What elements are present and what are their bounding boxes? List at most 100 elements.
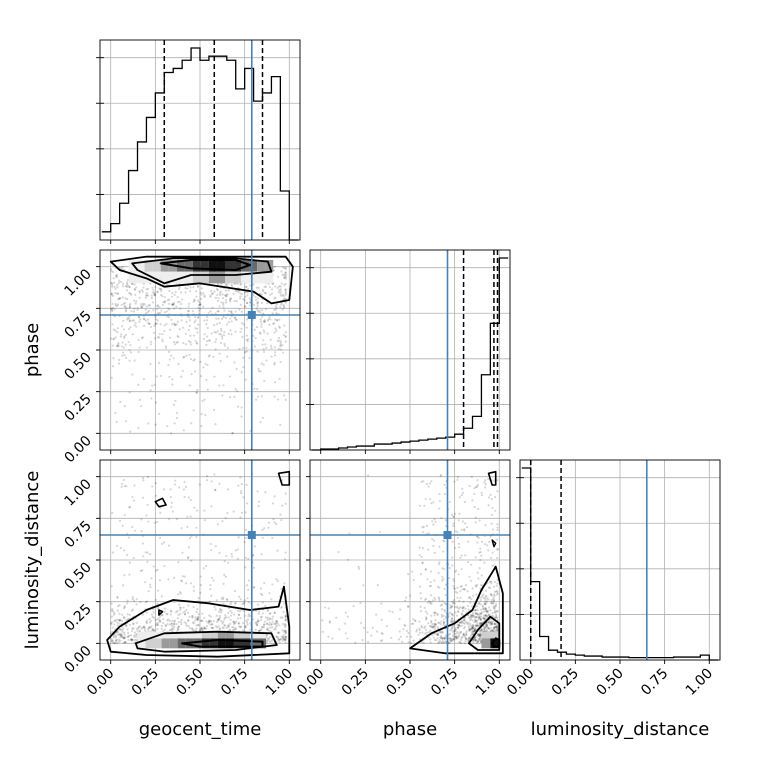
sample-point: [459, 638, 463, 642]
sample-point: [461, 606, 464, 609]
sample-point: [121, 630, 124, 633]
sample-point: [269, 635, 272, 639]
sample-point: [366, 640, 370, 643]
sample-point: [492, 585, 496, 588]
sample-point: [488, 614, 491, 617]
sample-point: [279, 342, 282, 345]
sample-point: [321, 630, 325, 633]
sample-point: [424, 568, 427, 571]
sample-point: [473, 620, 476, 623]
sample-point: [177, 625, 180, 628]
sample-point: [158, 579, 161, 582]
sample-point: [434, 632, 438, 636]
sample-point: [218, 332, 221, 336]
sample-point: [239, 490, 242, 493]
sample-point: [452, 629, 456, 632]
sample-point: [115, 273, 119, 277]
sample-point: [479, 617, 483, 620]
sample-point: [457, 623, 460, 626]
sample-point: [439, 604, 442, 607]
sample-point: [433, 628, 436, 631]
sample-point: [236, 557, 239, 560]
sample-point: [277, 290, 280, 294]
sample-point: [421, 631, 424, 634]
sample-point: [181, 326, 185, 329]
sample-point: [473, 630, 476, 633]
sample-point: [207, 311, 210, 314]
sample-point: [348, 532, 351, 535]
sample-point: [124, 640, 127, 644]
sample-point: [172, 403, 176, 406]
sample-point: [122, 302, 125, 306]
sample-point: [179, 291, 183, 294]
sample-point: [152, 331, 156, 334]
sample-point: [265, 636, 268, 639]
sample-point: [270, 623, 273, 626]
sample-point: [156, 623, 159, 627]
sample-point: [271, 536, 274, 540]
sample-point: [180, 579, 183, 582]
sample-point: [225, 316, 228, 320]
sample-point: [282, 635, 285, 639]
sample-point: [442, 618, 445, 621]
sample-point: [255, 398, 258, 401]
sample-point: [432, 611, 435, 614]
sample-point: [198, 309, 201, 312]
sample-point: [495, 584, 498, 587]
sample-point: [253, 387, 256, 390]
sample-point: [276, 398, 280, 401]
sample-point: [199, 303, 202, 306]
sample-point: [148, 322, 151, 326]
sample-point: [275, 620, 279, 624]
x-tick-label: 0.00: [84, 666, 117, 699]
sample-point: [237, 536, 240, 539]
sample-point: [263, 350, 266, 354]
sample-point: [459, 605, 462, 609]
sample-point: [120, 634, 124, 638]
sample-point: [122, 319, 125, 323]
x-axis-label-phase: phase: [383, 719, 437, 740]
sample-point: [187, 496, 190, 499]
sample-point: [184, 332, 187, 335]
sample-point: [475, 625, 478, 628]
sample-point: [163, 324, 166, 327]
sample-point: [206, 326, 209, 330]
sample-point: [346, 615, 349, 618]
sample-point: [159, 511, 162, 515]
sample-point: [421, 526, 424, 529]
sample-point: [471, 611, 475, 614]
sample-point: [438, 631, 442, 634]
sample-point: [495, 613, 498, 617]
sample-point: [479, 612, 482, 615]
sample-point: [284, 630, 287, 633]
sample-point: [233, 361, 236, 364]
sample-point: [126, 316, 130, 319]
sample-point: [234, 601, 237, 605]
sample-point: [192, 409, 195, 412]
sample-point: [201, 612, 204, 615]
sample-point: [166, 299, 169, 302]
density-cell: [481, 638, 491, 649]
sample-point: [279, 344, 282, 347]
density-cell: [209, 638, 218, 649]
sample-point: [180, 319, 183, 322]
sample-point: [430, 620, 433, 623]
sample-point: [441, 579, 444, 582]
sample-point: [267, 637, 271, 640]
sample-point: [496, 590, 499, 593]
sample-point: [237, 609, 240, 612]
sample-point: [167, 307, 170, 310]
sample-point: [327, 635, 330, 638]
sample-point: [240, 322, 244, 325]
sample-point: [276, 319, 279, 322]
sample-point: [205, 474, 209, 478]
sample-point: [456, 531, 459, 534]
sample-point: [210, 505, 213, 508]
sample-point: [113, 611, 116, 615]
sample-point: [494, 509, 497, 512]
sample-point: [141, 626, 144, 629]
sample-point: [244, 350, 247, 353]
sample-point: [479, 558, 482, 562]
sample-point: [380, 631, 383, 635]
sample-point: [189, 582, 193, 585]
